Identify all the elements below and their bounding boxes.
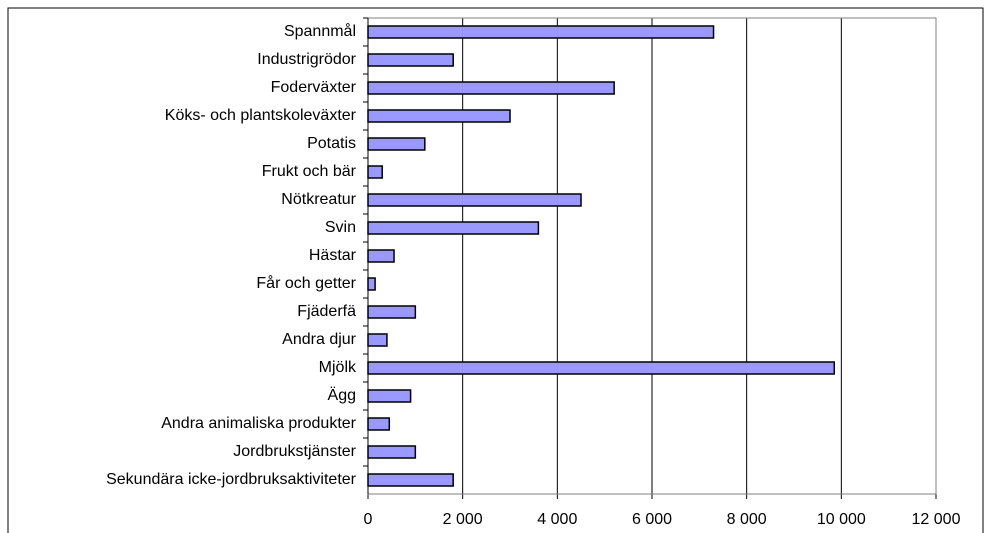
- bar: [367, 445, 417, 459]
- bar: [367, 277, 376, 291]
- x-tick-label: 10 000: [817, 511, 866, 528]
- y-tick-label: Köks- och plantskoleväxter: [165, 107, 357, 124]
- y-tick-label: Potatis: [307, 135, 356, 152]
- bar: [367, 81, 615, 95]
- bar: [367, 389, 412, 403]
- bar: [367, 221, 540, 235]
- bar: [367, 249, 395, 263]
- y-tick-label: Foderväxter: [271, 79, 357, 96]
- bar: [367, 53, 454, 67]
- y-tick-label: Sekundära icke-jordbruksaktiviteter: [106, 471, 357, 488]
- y-tick-label: Spannmål: [284, 22, 356, 40]
- y-tick-label: Ägg: [328, 386, 356, 404]
- bar: [367, 193, 582, 207]
- y-tick-label: Fjäderfä: [297, 303, 356, 320]
- x-tick-label: 0: [364, 511, 373, 528]
- x-tick-label: 8 000: [727, 511, 767, 528]
- bar: [367, 473, 454, 487]
- bar: [367, 333, 388, 347]
- bar: [367, 109, 511, 123]
- bar: [367, 25, 715, 39]
- x-tick-label: 6 000: [632, 511, 672, 528]
- y-tick-label: Andra djur: [282, 331, 356, 348]
- y-tick-label: Mjölk: [319, 359, 357, 376]
- bar: [367, 417, 391, 431]
- x-tick-label: 4 000: [537, 511, 577, 528]
- y-tick-label: Frukt och bär: [262, 163, 357, 180]
- y-tick-label: Andra animaliska produkter: [161, 415, 356, 432]
- bar: [367, 361, 835, 375]
- y-tick-label: Får och getter: [256, 274, 356, 292]
- y-tick-label: Industrigrödor: [257, 51, 356, 68]
- y-tick-label: Svin: [325, 219, 356, 236]
- y-tick-label: Jordbrukstjänster: [233, 443, 356, 460]
- y-tick-label: Nötkreatur: [281, 191, 356, 208]
- chart-frame: [7, 7, 984, 533]
- bar: [367, 305, 417, 319]
- x-tick-label: 2 000: [443, 511, 483, 528]
- y-tick-label: Hästar: [309, 247, 357, 264]
- bar: [367, 137, 426, 151]
- bar: [367, 165, 383, 179]
- x-tick-label: 12 000: [912, 511, 961, 528]
